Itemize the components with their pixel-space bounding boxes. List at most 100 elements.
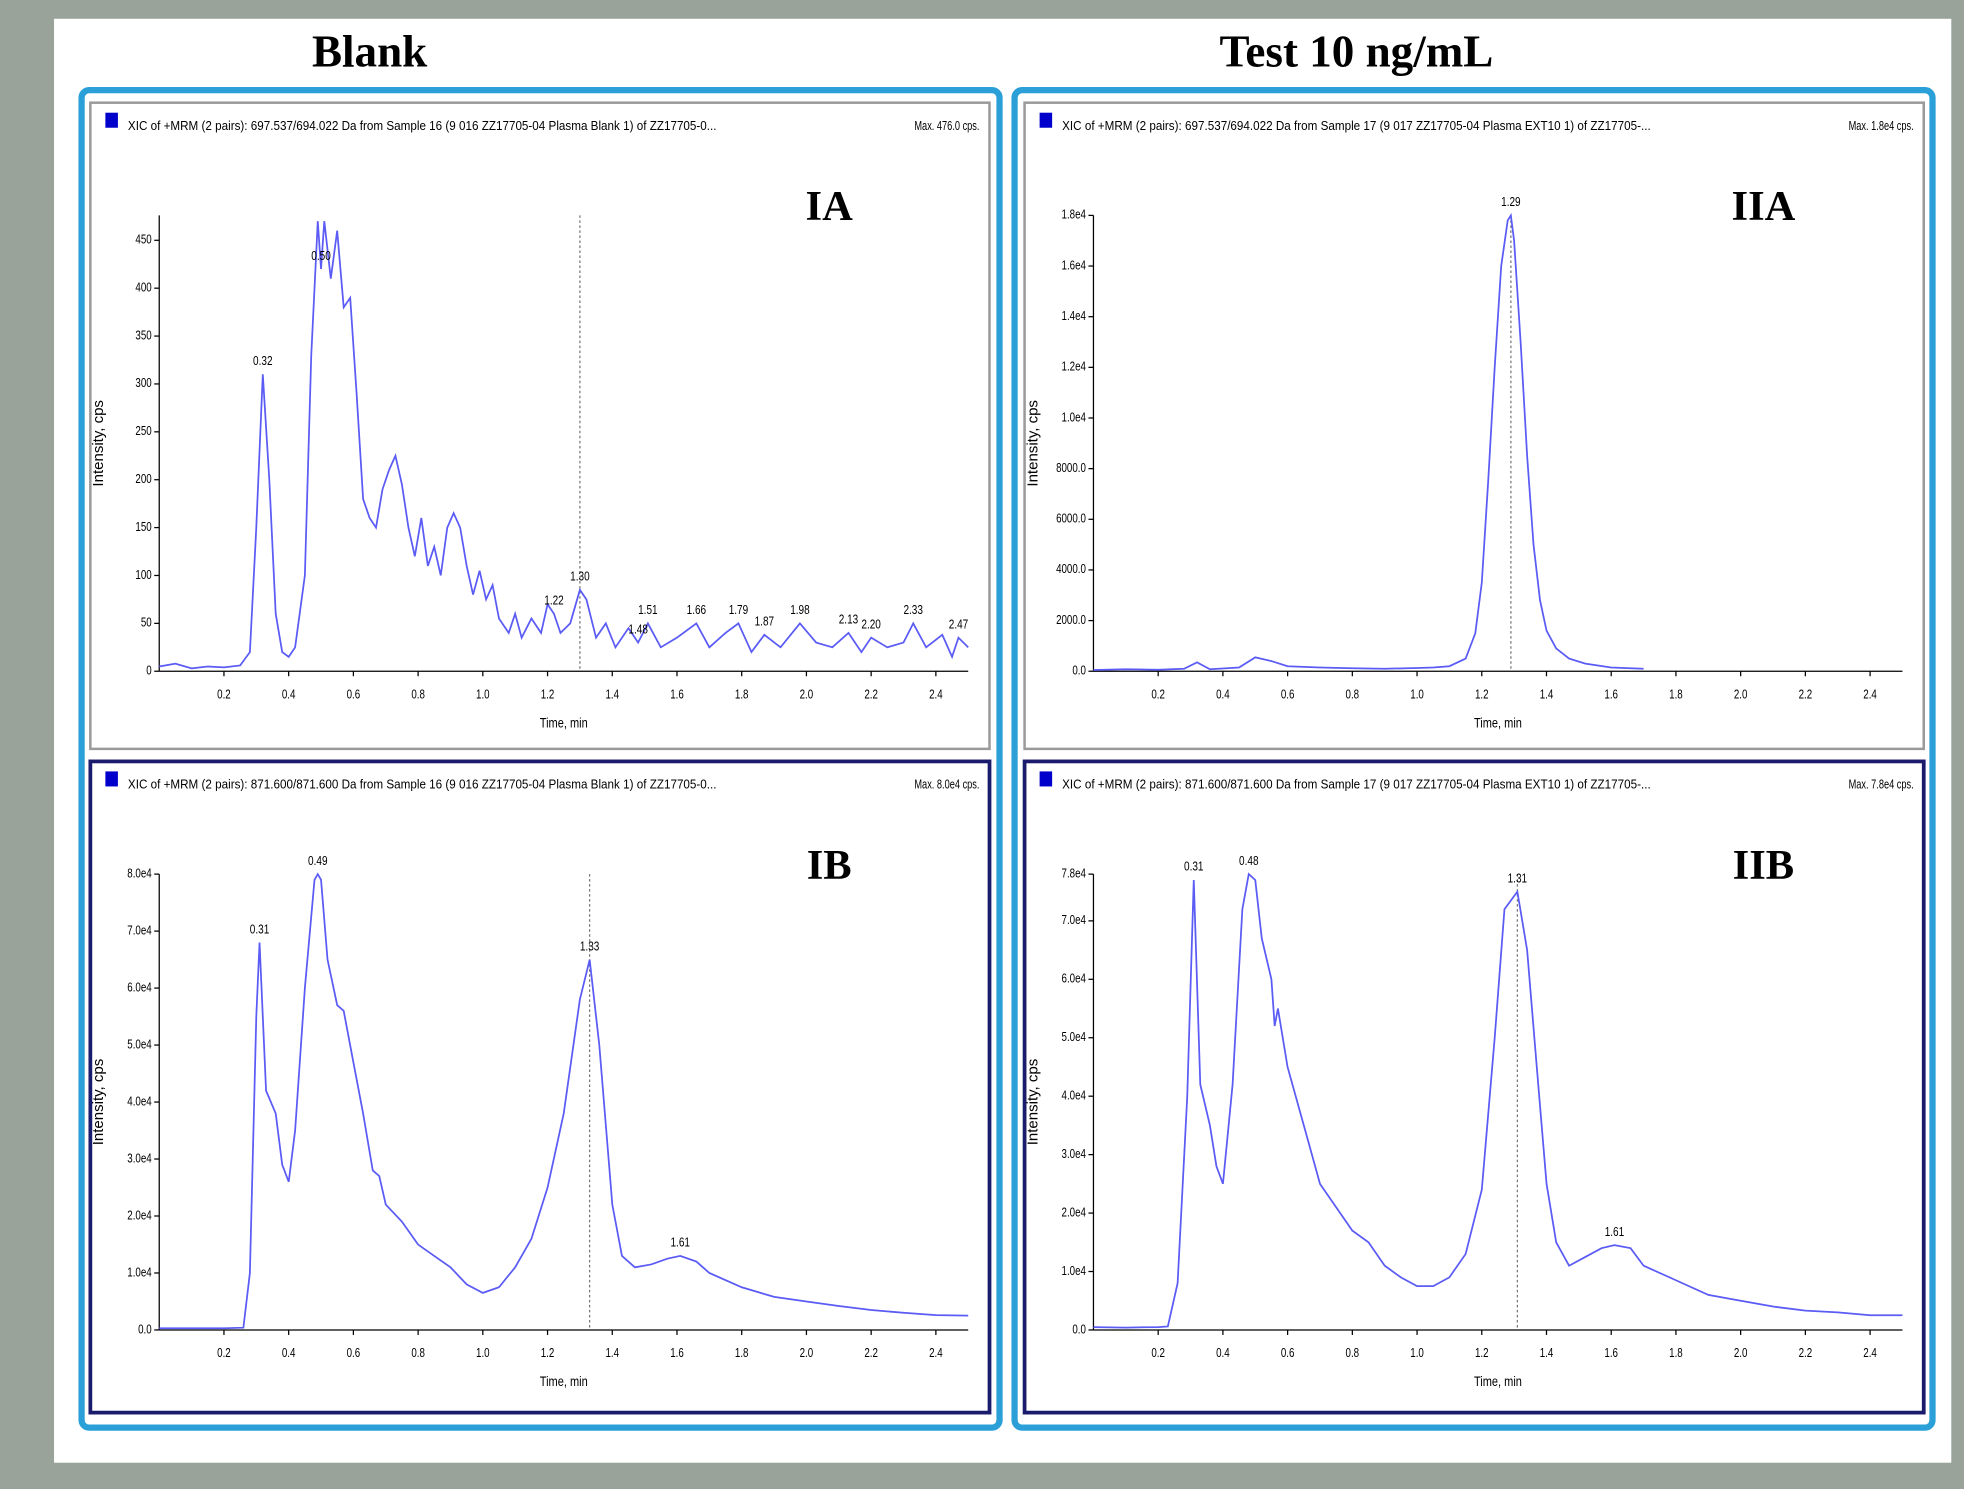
y-tick-label: 1.6e4 [1062, 259, 1086, 272]
y-tick-label: 350 [135, 329, 151, 342]
y-tick-label: 5.0e4 [1062, 1031, 1086, 1044]
max-label: Max. 8.0e4 cps. [914, 778, 979, 792]
chart-title: XIC of +MRM (2 pairs): 871.600/871.600 D… [1062, 778, 1651, 792]
x-tick-label: 0.8 [1346, 1347, 1360, 1360]
y-tick-label: 450 [135, 234, 151, 247]
y-tick-label: 1.8e4 [1062, 209, 1086, 222]
chart-title: XIC of +MRM (2 pairs): 697.537/694.022 D… [128, 119, 717, 133]
x-tick-label: 2.2 [864, 1347, 878, 1360]
peak-label: 1.29 [1501, 196, 1520, 209]
chart-box [89, 101, 991, 751]
chart-title: XIC of +MRM (2 pairs): 871.600/871.600 D… [128, 778, 717, 792]
peak-label: 1.48 [628, 623, 647, 636]
x-tick-label: 1.2 [1475, 688, 1489, 701]
x-tick-label: 0.4 [1216, 1347, 1230, 1360]
y-tick-label: 4.0e4 [127, 1095, 151, 1108]
x-tick-label: 0.4 [282, 688, 296, 701]
x-tick-label: 0.2 [1151, 1347, 1165, 1360]
x-tick-label: 0.8 [411, 1347, 425, 1360]
peak-label: 1.33 [580, 940, 599, 953]
x-tick-label: 1.0 [1410, 1347, 1424, 1360]
y-tick-label: 2000.0 [1056, 614, 1086, 627]
y-tick-label: 100 [135, 569, 151, 582]
x-tick-label: 2.0 [800, 1347, 814, 1360]
peak-label: 0.50 [311, 250, 330, 263]
y-tick-label: 2.0e4 [1062, 1206, 1086, 1219]
x-tick-label: 0.6 [1281, 1347, 1295, 1360]
x-tick-label: 0.6 [1281, 688, 1295, 701]
chart-box [1023, 101, 1925, 751]
y-tick-label: 300 [135, 377, 151, 390]
x-axis-title: Time, min [540, 1374, 588, 1389]
y-tick-label: 1.4e4 [1062, 310, 1086, 323]
x-tick-label: 0.6 [347, 1347, 361, 1360]
trace [159, 221, 969, 670]
x-tick-label: 1.8 [1669, 688, 1683, 701]
peak-label: 2.20 [861, 619, 880, 632]
y-tick-label: 6.0e4 [127, 981, 151, 994]
y-tick-label: 3.0e4 [127, 1152, 151, 1165]
peak-label: 1.98 [790, 604, 809, 617]
x-tick-label: 1.2 [541, 688, 555, 701]
peak-label: 1.31 [1508, 872, 1527, 885]
x-tick-label: 2.2 [1799, 688, 1813, 701]
x-axis-title: Time, min [540, 715, 588, 730]
x-tick-label: 1.0 [1410, 688, 1424, 701]
x-tick-label: 1.0 [476, 1347, 490, 1360]
y-axis-title: Intensity, cps [90, 1059, 107, 1146]
column-header: Test 10 ng/mL [1220, 27, 1494, 77]
y-tick-label: 1.0e4 [1062, 1265, 1086, 1278]
x-axis-title: Time, min [1474, 1374, 1522, 1389]
x-tick-label: 2.0 [1734, 688, 1748, 701]
y-tick-label: 7.8e4 [1062, 867, 1086, 880]
x-tick-label: 2.0 [1734, 1347, 1748, 1360]
x-tick-label: 1.2 [1475, 1347, 1489, 1360]
peak-label: 1.87 [755, 616, 774, 629]
x-tick-label: 1.4 [605, 1347, 619, 1360]
x-tick-label: 1.8 [1669, 1347, 1683, 1360]
y-tick-label: 1.0e4 [127, 1266, 151, 1279]
y-tick-label: 0.0 [1072, 665, 1086, 678]
y-tick-label: 8000.0 [1056, 462, 1086, 475]
x-tick-label: 2.0 [800, 688, 814, 701]
trace [1093, 212, 1644, 671]
x-tick-label: 1.6 [1604, 1347, 1618, 1360]
panel-label: IIA [1732, 183, 1796, 230]
x-tick-label: 0.8 [411, 688, 425, 701]
peak-label: 0.32 [253, 355, 272, 368]
chart-box [88, 759, 992, 1415]
x-tick-label: 1.6 [1604, 688, 1618, 701]
x-tick-label: 0.2 [217, 1347, 231, 1360]
x-tick-label: 2.4 [929, 688, 943, 701]
x-tick-label: 1.6 [670, 688, 684, 701]
y-axis-title: Intensity, cps [1024, 1059, 1041, 1146]
x-tick-label: 0.8 [1346, 688, 1360, 701]
x-axis-title: Time, min [1474, 715, 1522, 730]
peak-label: 0.31 [1184, 861, 1203, 874]
x-tick-label: 1.8 [735, 688, 749, 701]
window-icon [105, 771, 118, 787]
x-tick-label: 1.6 [670, 1347, 684, 1360]
y-tick-label: 6000.0 [1056, 513, 1086, 526]
peak-label: 2.13 [839, 614, 858, 627]
x-tick-label: 0.6 [347, 688, 361, 701]
y-tick-label: 250 [135, 425, 151, 438]
x-tick-label: 1.8 [735, 1347, 749, 1360]
peak-label: 1.61 [670, 1237, 689, 1250]
column-header: Blank [312, 27, 427, 77]
panel-label: IIB [1733, 842, 1795, 889]
x-tick-label: 0.4 [1216, 688, 1230, 701]
y-tick-label: 0 [146, 665, 151, 678]
x-tick-label: 1.4 [1540, 1347, 1554, 1360]
window-icon [1039, 112, 1053, 128]
x-tick-label: 1.0 [476, 688, 490, 701]
peak-label: 0.31 [250, 923, 269, 936]
x-tick-label: 0.2 [1151, 688, 1165, 701]
x-tick-label: 2.4 [1863, 1347, 1877, 1360]
max-label: Max. 1.8e4 cps. [1849, 119, 1914, 133]
group-frame [1011, 87, 1936, 1431]
y-tick-label: 50 [141, 617, 152, 630]
window-icon [1039, 771, 1053, 787]
